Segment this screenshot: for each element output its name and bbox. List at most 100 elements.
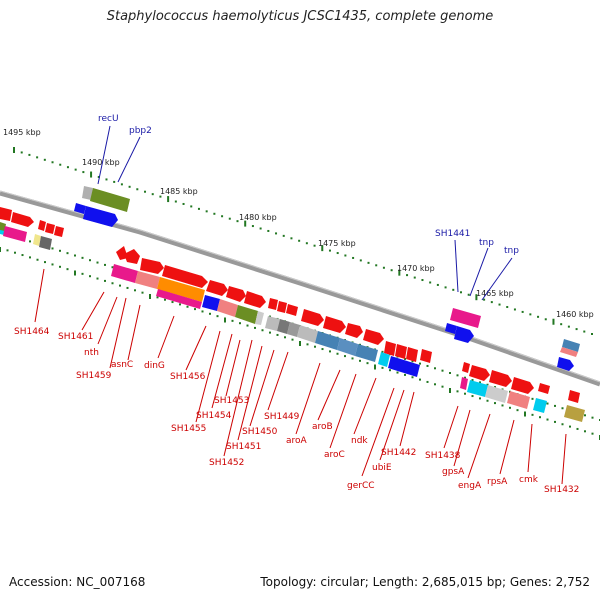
gene-label-nth: nth — [84, 348, 99, 358]
gene-arrow-red — [11, 212, 34, 227]
scale-dot — [498, 303, 501, 306]
scale-dot — [546, 402, 549, 405]
scale-dot — [111, 282, 114, 285]
gene-arrow-red — [489, 370, 512, 387]
scale-dot — [531, 413, 534, 416]
cog-box-lightgray — [265, 316, 280, 331]
scale-dot — [479, 397, 481, 400]
tick-label: 1485 kbp — [160, 187, 198, 196]
gene-label-gerCC: gerCC — [347, 481, 375, 491]
scale-dot — [506, 306, 509, 309]
scale-dot — [351, 357, 354, 360]
scale-dot — [421, 279, 424, 282]
tick-label: 1495 kbp — [3, 128, 41, 137]
scale-dot — [59, 265, 61, 268]
cog-box-darkgray — [277, 319, 290, 334]
scale-dot — [51, 263, 54, 266]
scale-dot — [576, 427, 579, 430]
cog-box-steel — [315, 331, 340, 350]
scale-dot — [120, 183, 123, 186]
gene-label-pbp2: pbp2 — [129, 126, 152, 136]
cog-box-lightgray — [255, 311, 264, 325]
scale-dot — [126, 286, 129, 289]
scale-dot — [479, 381, 481, 384]
scale-dot — [43, 158, 46, 161]
scale-dot — [591, 416, 594, 419]
scale-dot — [456, 374, 459, 377]
gene-label-recU: recU — [98, 114, 119, 124]
gene-arrow-red — [268, 298, 278, 310]
scale-dot — [299, 341, 301, 346]
gene-arrow-blue — [83, 206, 118, 227]
scale-dot — [51, 247, 54, 250]
gene-label-engA: engA — [458, 481, 482, 491]
gene-label-SH1450: SH1450 — [242, 427, 278, 437]
scale-dot — [231, 319, 234, 322]
scale-dot — [171, 301, 174, 304]
scale-dot — [149, 294, 151, 299]
gene-label-SH1459: SH1459 — [76, 371, 112, 381]
scale-dot — [561, 407, 564, 410]
scale-dot — [314, 345, 316, 348]
scale-dot — [275, 232, 278, 235]
scale-dot — [113, 180, 116, 183]
scale-major-tick — [13, 147, 15, 153]
scale-dot — [367, 261, 370, 264]
scale-dot — [490, 301, 493, 304]
scale-dot — [501, 404, 504, 407]
scale-dot — [216, 315, 219, 318]
cog-box-gray — [82, 186, 93, 200]
scale-dot — [190, 205, 193, 208]
scale-dot — [336, 252, 339, 255]
cog-box-orange — [157, 277, 205, 302]
scale-dot — [186, 305, 189, 308]
scale-dot — [359, 359, 361, 362]
scale-dot — [413, 276, 416, 279]
scale-dot — [444, 286, 447, 289]
tick-label: 1480 kbp — [239, 213, 277, 222]
cog-box-salmon — [135, 271, 160, 289]
scale-dot — [352, 256, 355, 259]
scale-dot — [575, 328, 578, 331]
gene-label-tnp: tnp — [479, 238, 494, 248]
scale-dot — [89, 259, 91, 262]
gene-arrow-red — [38, 220, 46, 231]
scale-dot — [441, 369, 444, 372]
scale-dot — [313, 244, 316, 247]
gene-label-aroA: aroA — [286, 436, 308, 446]
cog-box-blue — [388, 356, 420, 377]
cog-box-pink — [3, 226, 27, 242]
scale-dot — [305, 242, 308, 245]
gene-arrow-red — [406, 347, 418, 362]
scale-dot — [224, 317, 226, 323]
gene-arrow-red — [323, 316, 346, 333]
scale-dot — [544, 318, 547, 321]
gene-label-tnp: tnp — [504, 246, 519, 256]
scale-dot — [483, 298, 486, 301]
scale-dot — [213, 212, 216, 215]
scale-dot — [426, 380, 429, 383]
gene-arrow-red — [420, 349, 432, 363]
scale-dot — [105, 178, 108, 181]
scale-dot — [436, 283, 439, 286]
gene-arrow-red — [0, 207, 12, 221]
scale-dot — [329, 350, 331, 353]
gene-arrow-red — [54, 226, 64, 237]
scale-dot — [411, 360, 414, 363]
scale-dot — [344, 355, 346, 358]
scale-dot — [74, 254, 76, 257]
gene-arrow-red — [538, 383, 550, 394]
scale-dot — [584, 414, 586, 417]
scale-dot — [429, 281, 432, 284]
gene-label-SH1456: SH1456 — [170, 372, 206, 382]
scale-dot — [591, 432, 594, 435]
gene-arrow-red — [206, 280, 228, 296]
scale-dot — [82, 171, 85, 174]
scale-dot — [254, 326, 256, 329]
scale-dot — [464, 376, 466, 379]
scale-dot — [291, 338, 294, 341]
gene-label-SH1432: SH1432 — [544, 485, 579, 495]
scale-dot — [164, 298, 166, 301]
scale-dot — [554, 404, 556, 407]
gene-arrow-red — [286, 304, 298, 316]
